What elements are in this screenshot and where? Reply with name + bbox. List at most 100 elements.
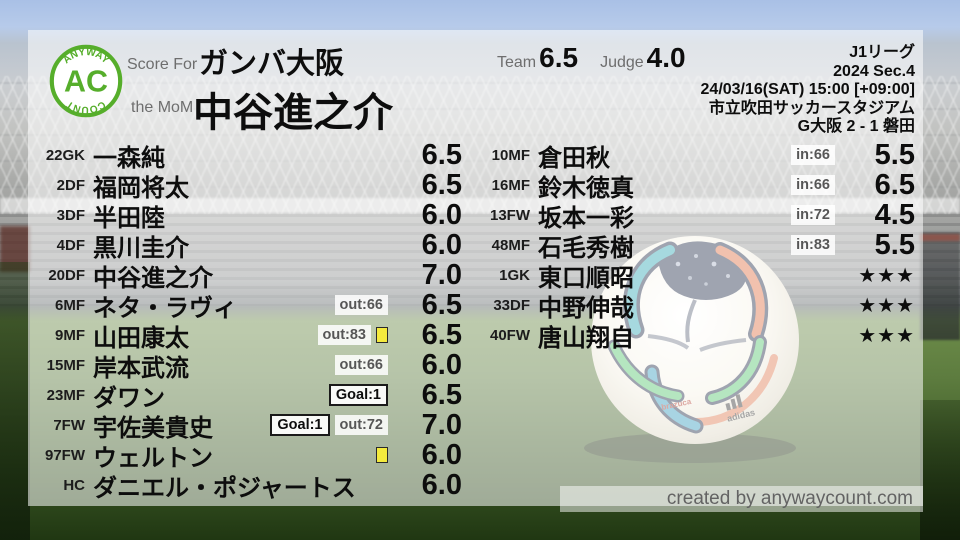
player-row: 10MF 倉田秋 in:66 5.5 [486,138,915,172]
sub-badge: out:72 [334,414,388,436]
player-name: 東口順昭 [538,264,634,292]
rating-value: 7.0 [421,258,462,291]
match-meta-line: 市立吹田サッカースタジアム [708,99,915,117]
team-score-value: 6.5 [539,42,579,73]
player-name: 石毛秀樹 [538,234,634,262]
player-name: ネタ・ラヴィ [93,294,237,322]
player-name: ウェルトン [93,444,213,472]
player-name: 鈴木徳真 [538,174,634,202]
logo-initials: AC [64,65,108,99]
position-label: 97FW [44,446,85,464]
player-row: HC ダニエル・ポジャートス 6.0 [40,468,462,502]
logo-arc-bottom-text: COUNT [64,98,107,115]
event-badges: Goal:1 [328,383,388,407]
player-row: 1GK 東口順昭 ★★★ [486,260,915,292]
event-badges: in:66 [791,174,835,196]
credit-bar: created by anywaycount.com [560,486,923,512]
goal-badge: Goal:1 [328,383,388,407]
yellow-card-icon [376,327,388,343]
player-row: 9MF 山田康太 out:83 6.5 [40,319,462,352]
anywaycount-logo: AC ANYWAY COUNT [48,43,124,119]
rating-value: 6.5 [421,168,462,201]
sub-badge: out:66 [334,354,388,376]
player-row: 13FW 坂本一彩 in:72 4.5 [486,198,915,232]
team-name: ガンバ大阪 [199,48,345,80]
player-row: 6MF ネタ・ラヴィ out:66 6.5 [40,288,462,322]
position-label: HC [63,476,85,494]
position-label: 40FW [489,326,530,344]
goal-badge: Goal:1 [270,413,330,437]
judge-score-value: 4.0 [646,42,686,73]
logo-arc-top-text: ANYWAY [61,47,111,66]
position-label: 10MF [491,146,530,164]
player-name: 倉田秋 [538,144,610,172]
position-label: 48MF [491,236,530,254]
player-name: 一森純 [93,144,165,172]
sub-badge: in:72 [791,204,835,226]
player-name: 福岡将太 [93,174,189,202]
sub-players-list: 10MF 倉田秋 in:66 5.5 16MF 鈴木徳真 in:66 6.5 13FW 坂本一彩 i… [486,138,915,352]
judge-score-label: Judge [600,54,644,71]
position-label: 4DF [56,236,85,254]
stars-rating: ★★★ [858,294,915,317]
player-name: 岸本武流 [93,354,189,382]
credit-link[interactable]: created by anywaycount.com [666,488,913,509]
sub-badge: in:66 [791,174,835,196]
player-row: 16MF 鈴木徳真 in:66 6.5 [486,168,915,202]
rating-value: 5.5 [874,138,915,171]
player-row: 2DF 福岡将太 6.5 [40,168,462,202]
rating-value: 7.0 [421,408,462,441]
player-name: ダニエル・ポジャートス [93,474,356,502]
event-badges [376,447,388,463]
sub-badge: out:66 [334,294,388,316]
match-meta-line: 2024 Sec.4 [833,62,915,80]
mom-name: 中谷進之介 [193,91,393,135]
sub-badge: out:83 [317,324,371,346]
position-label: 6MF [55,296,85,314]
sub-badge: in:66 [791,144,835,166]
rating-value: 6.0 [421,468,462,501]
position-label: 15MF [46,356,85,374]
event-badges: in:83 [791,234,835,256]
position-label: 9MF [55,326,85,344]
event-badges: in:72 [791,204,835,226]
grass-left-edge [0,262,30,540]
player-row: 15MF 岸本武流 out:66 6.0 [40,348,462,382]
position-label: 33DF [493,296,530,314]
rating-value: 6.0 [421,228,462,261]
player-name: 山田康太 [93,324,189,352]
player-name: 宇佐美貴史 [93,414,213,442]
event-badges: Goal:1 out:72 [270,413,388,437]
team-judge-scores: Team 6.5 Judge 4.0 [497,42,686,74]
rating-value: 4.5 [874,198,915,231]
event-badges: in:66 [791,144,835,166]
event-badges: out:83 [317,324,388,346]
player-row: 3DF 半田陸 6.0 [40,198,462,232]
stand-dark-right [920,232,960,340]
match-meta-line: G大阪 2 - 1 磐田 [797,118,915,136]
position-label: 7FW [53,416,85,434]
home-players-list: 22GK 一森純 6.5 2DF 福岡将太 6.5 3DF 半田陸 6.0 4DF 黒川圭介 6.0 2… [40,139,462,502]
player-name: 唐山翔自 [538,324,634,352]
team-score-label: Team [497,54,537,71]
player-name: 黒川圭介 [93,234,189,262]
rating-value: 6.5 [874,168,915,201]
rating-value: 6.5 [421,288,462,321]
player-row: 48MF 石毛秀樹 in:83 5.5 [486,228,915,262]
rating-value: 6.5 [421,378,462,411]
rating-value: 6.0 [421,198,462,231]
event-badges: out:66 [334,294,388,316]
player-row: 4DF 黒川圭介 6.0 [40,228,462,262]
rating-value: 6.0 [421,348,462,381]
ad-board-right [920,234,960,241]
player-name: ダワン [93,384,165,412]
player-name: 中野伸哉 [538,294,634,322]
position-label: 1GK [499,266,530,284]
player-name: 坂本一彩 [538,204,634,232]
position-label: 20DF [48,266,85,284]
stars-rating: ★★★ [858,264,915,287]
position-label: 2DF [56,176,85,194]
rating-value: 5.5 [874,228,915,261]
player-row: 20DF 中谷進之介 7.0 [40,258,462,292]
